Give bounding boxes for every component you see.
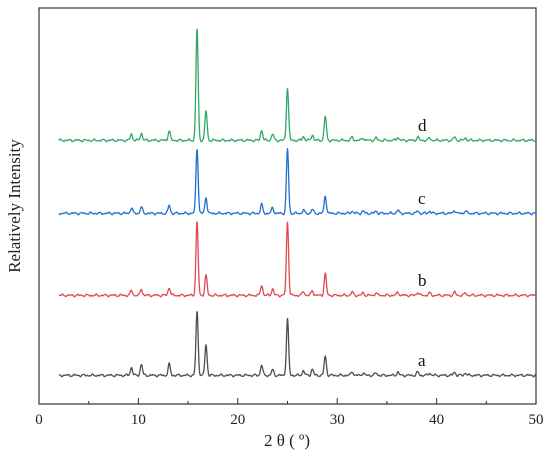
series-traces bbox=[58, 28, 537, 378]
x-tick-label: 40 bbox=[429, 412, 444, 428]
x-tick-label: 30 bbox=[330, 412, 345, 428]
x-tick-label: 0 bbox=[35, 412, 43, 428]
y-axis-title: Relatively Intensity bbox=[5, 139, 24, 273]
series-line-a bbox=[58, 311, 537, 378]
series-label-b: b bbox=[418, 271, 427, 290]
series-label-d: d bbox=[418, 116, 427, 135]
x-tick-label: 20 bbox=[230, 412, 245, 428]
plot-frame bbox=[38, 7, 537, 405]
series-labels: a b c d bbox=[418, 116, 427, 370]
x-axis-ticks: 0 10 20 30 40 50 bbox=[35, 398, 544, 428]
series-label-c: c bbox=[418, 189, 426, 208]
series-label-a: a bbox=[418, 351, 426, 370]
x-axis-title: 2 θ ( º) bbox=[264, 431, 310, 450]
x-tick-label: 10 bbox=[131, 412, 146, 428]
x-tick-label: 50 bbox=[529, 412, 544, 428]
series-line-d bbox=[58, 28, 537, 143]
series-line-c bbox=[58, 148, 537, 216]
series-line-b bbox=[58, 221, 537, 298]
